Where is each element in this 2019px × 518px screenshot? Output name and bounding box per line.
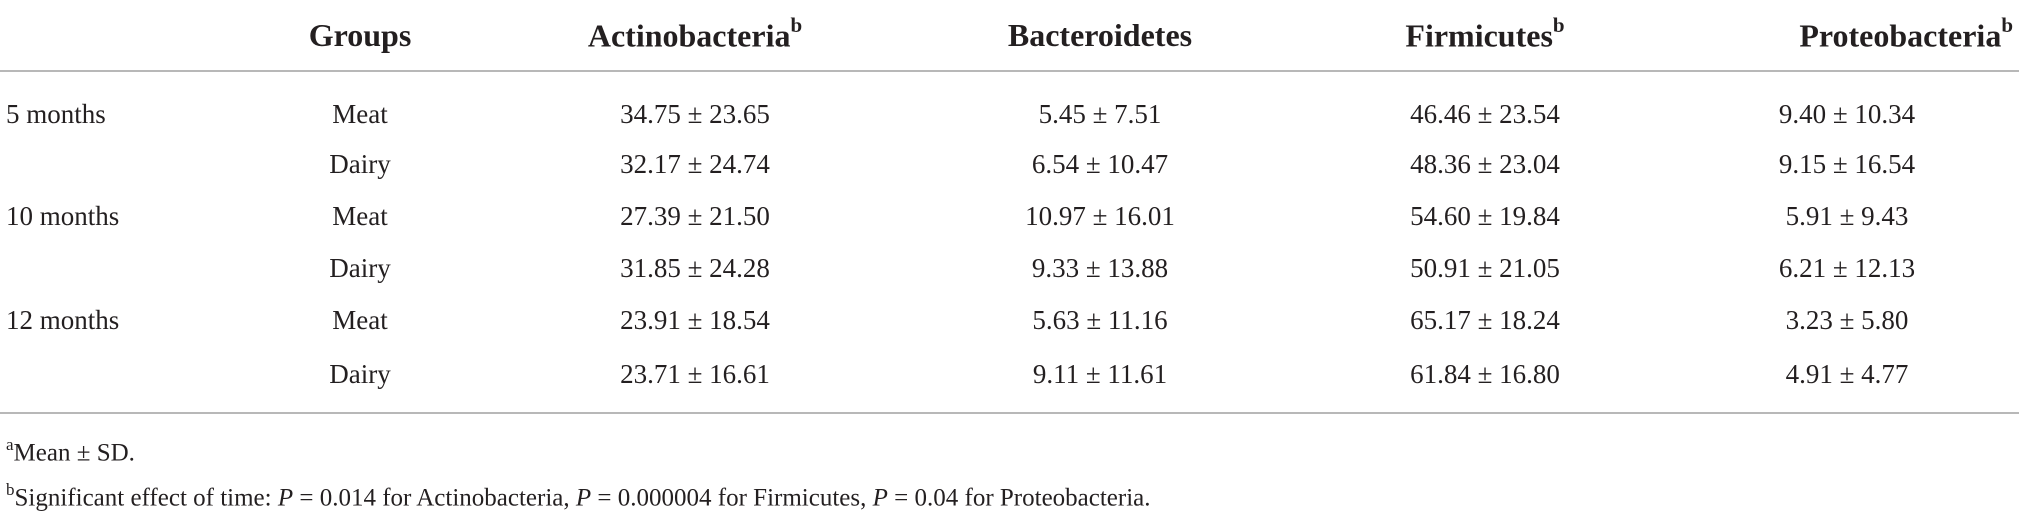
header-actinobacteria: Actinobacteriab <box>485 0 905 72</box>
cell-age: 12 months <box>6 304 120 335</box>
header-firmicutes: Firmicutesb <box>1295 0 1675 72</box>
p-value-symbol: P <box>872 484 888 512</box>
cell-actinobacteria: 34.75 ± 23.65 <box>620 98 770 129</box>
table-row: Dairy 23.71 ± 16.61 9.11 ± 11.61 61.84 ±… <box>0 346 2019 414</box>
table-row: Dairy 32.17 ± 24.74 6.54 ± 10.47 48.36 ±… <box>0 138 2019 190</box>
footnote-b-mark: b <box>6 480 15 500</box>
cell-group: Dairy <box>329 252 391 283</box>
footnote-mark: b <box>790 12 803 37</box>
footnote-b-p3: = 0.04 for Proteobacteria. <box>887 484 1151 512</box>
cell-actinobacteria: 31.85 ± 24.28 <box>620 252 770 283</box>
header-actinobacteria-label: Actinobacteria <box>587 17 791 54</box>
cell-firmicutes: 50.91 ± 21.05 <box>1410 252 1560 283</box>
cell-age <box>0 346 235 414</box>
phylum-abundance-table: Groups Actinobacteriab Bacteroidetes Fir… <box>0 0 2019 414</box>
cell-firmicutes: 61.84 ± 16.80 <box>1295 346 1675 414</box>
table-row: 12 months Meat 23.91 ± 18.54 5.63 ± 11.1… <box>0 294 2019 346</box>
cell-bacteroidetes: 9.33 ± 13.88 <box>1031 252 1169 283</box>
footnote-a-text: Mean ± SD. <box>13 439 135 467</box>
footnote-b: bSignificant effect of time: P = 0.014 f… <box>6 472 1151 517</box>
cell-group: Meat <box>332 98 388 129</box>
cell-firmicutes: 46.46 ± 23.54 <box>1410 98 1560 129</box>
p-value-symbol: P <box>575 484 592 512</box>
p-value-symbol: P <box>277 484 294 512</box>
footnote-b-p2: = 0.000004 for Firmicutes, <box>591 484 873 512</box>
cell-age: 5 months <box>6 98 106 129</box>
cell-age <box>0 242 235 294</box>
cell-age: 10 months <box>6 200 120 231</box>
cell-bacteroidetes: 6.54 ± 10.47 <box>1031 148 1169 179</box>
cell-firmicutes: 54.60 ± 19.84 <box>1410 200 1560 231</box>
cell-proteobacteria: 9.15 ± 16.54 <box>1778 148 1916 179</box>
table-header-row: Groups Actinobacteriab Bacteroidetes Fir… <box>0 0 2019 72</box>
table-row: 5 months Meat 34.75 ± 23.65 5.45 ± 7.51 … <box>0 71 2019 138</box>
header-proteobacteria-label: Proteobacteria <box>1799 17 2002 54</box>
cell-proteobacteria: 5.91 ± 9.43 <box>1785 200 1909 231</box>
cell-group: Meat <box>332 200 388 231</box>
cell-group: Dairy <box>329 148 391 179</box>
footnote-b-lead: Significant effect of time: <box>14 484 278 512</box>
footnote-mark: b <box>1552 12 1565 37</box>
header-proteobacteria: Proteobacteriab <box>1675 0 2019 72</box>
cell-actinobacteria: 32.17 ± 24.74 <box>620 148 770 179</box>
cell-actinobacteria: 27.39 ± 21.50 <box>620 200 770 231</box>
cell-bacteroidetes: 5.63 ± 11.16 <box>1032 304 1168 335</box>
footnote-a: aMean ± SD. <box>6 427 1151 472</box>
cell-proteobacteria: 6.21 ± 12.13 <box>1778 252 1916 283</box>
footnote-b-p1: = 0.014 for Actinobacteria, <box>293 484 576 512</box>
cell-age <box>0 138 235 190</box>
cell-proteobacteria: 3.23 ± 5.80 <box>1785 304 1909 335</box>
cell-proteobacteria: 9.40 ± 10.34 <box>1778 98 1916 129</box>
cell-group: Dairy <box>235 346 485 414</box>
cell-actinobacteria: 23.91 ± 18.54 <box>620 304 770 335</box>
header-firmicutes-label: Firmicutes <box>1405 17 1553 54</box>
cell-proteobacteria: 4.91 ± 4.77 <box>1675 346 2019 414</box>
cell-actinobacteria: 23.71 ± 16.61 <box>485 346 905 414</box>
footnote-a-mark: a <box>6 435 14 454</box>
header-bacteroidetes: Bacteroidetes <box>905 0 1295 72</box>
table-footnotes: aMean ± SD. bSignificant effect of time:… <box>6 427 1151 518</box>
cell-bacteroidetes: 10.97 ± 16.01 <box>1025 200 1175 231</box>
cell-group: Meat <box>332 304 388 335</box>
cell-bacteroidetes: 5.45 ± 7.51 <box>1038 98 1162 129</box>
footnote-mark: b <box>2001 12 2013 37</box>
table-row: Dairy 31.85 ± 24.28 9.33 ± 13.88 50.91 ±… <box>0 242 2019 294</box>
cell-bacteroidetes: 9.11 ± 11.61 <box>905 346 1295 414</box>
cell-firmicutes: 65.17 ± 18.24 <box>1410 304 1560 335</box>
header-groups: Groups <box>235 0 485 72</box>
table-row: 10 months Meat 27.39 ± 21.50 10.97 ± 16.… <box>0 190 2019 242</box>
cell-firmicutes: 48.36 ± 23.04 <box>1410 148 1560 179</box>
abundance-table-container: Groups Actinobacteriab Bacteroidetes Fir… <box>0 0 2019 414</box>
header-age <box>0 0 235 72</box>
